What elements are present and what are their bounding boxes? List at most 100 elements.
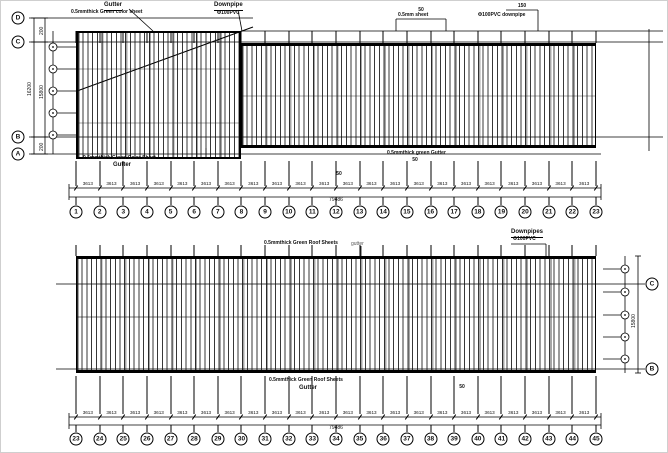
grid-tick — [548, 197, 550, 205]
grid-bubble: 38 — [424, 432, 438, 446]
grid-tick — [524, 376, 526, 414]
grid-tick — [477, 376, 479, 414]
dim-tick — [144, 185, 150, 191]
grid-tick — [99, 197, 101, 205]
bay-dim-label: 3613 — [106, 181, 117, 186]
grid-bubble: 20 — [518, 205, 532, 219]
grid-tick — [500, 376, 502, 414]
grid-bubble: 39 — [447, 432, 461, 446]
grid-tick — [311, 197, 313, 205]
bay-dim-label: 3613 — [531, 181, 543, 186]
bay-dim-label: 3613 — [413, 181, 424, 186]
grid-tick — [548, 161, 550, 186]
dim-tick — [286, 414, 291, 420]
grid-tick — [335, 197, 337, 205]
grid-bubble: 24 — [93, 432, 107, 446]
row-bubble-B2: B — [645, 362, 659, 376]
dim-tick — [357, 414, 362, 420]
bay-dim-label: 3613 — [342, 410, 353, 415]
dim-tick — [215, 185, 220, 191]
grid-tick — [99, 245, 101, 256]
grid-tick — [453, 31, 455, 43]
grid-bubble: 30 — [234, 432, 248, 446]
grid-tick — [288, 197, 290, 205]
grid-tick — [453, 425, 455, 432]
bay-dim-label: 3613 — [508, 410, 519, 415]
grid-tick — [406, 376, 408, 414]
grid-bubble: 21 — [542, 205, 556, 219]
grid-tick — [382, 161, 384, 186]
grid-bubble: 11 — [305, 205, 319, 219]
grid-bubble: 26 — [140, 432, 154, 446]
bay-dim-label: 3613 — [555, 181, 566, 186]
grid-tick — [170, 376, 172, 414]
bottom-plan-bottom-gutter: Gutter — [299, 385, 317, 391]
grid-tick — [595, 245, 597, 256]
grid-tick — [288, 245, 290, 256]
grid-tick — [170, 161, 172, 186]
grid-bubble: 6 — [187, 205, 201, 219]
grid-tick — [477, 161, 479, 186]
bottom-plan-top-gutter: gutter — [351, 241, 364, 247]
grid-bubble: 9 — [258, 205, 272, 219]
bay-dim-label: 3613 — [389, 410, 401, 415]
roof-panel-top-left-block — [76, 31, 241, 159]
dim-tick — [475, 414, 480, 420]
grid-bubble: 2 — [93, 205, 107, 219]
bay-dim-label: 3613 — [460, 410, 472, 415]
grid-tick — [264, 161, 266, 186]
grid-tick — [453, 245, 455, 256]
grid-tick — [500, 425, 502, 432]
grid-tick — [311, 161, 313, 186]
grid-tick — [548, 376, 550, 414]
grid-tick — [311, 31, 313, 43]
grid-tick — [500, 197, 502, 205]
grid-tick — [548, 425, 550, 432]
dim-tick — [239, 185, 244, 191]
grid-tick — [359, 425, 361, 432]
grid-tick — [288, 376, 290, 414]
bottom-plan-top-sheet: 0.5mmthick Green Roof Sheets — [264, 240, 338, 246]
grid-tick — [75, 161, 77, 186]
gutter-callout: Gutter — [104, 2, 122, 11]
dim-tick — [428, 414, 433, 420]
grid-tick — [217, 245, 219, 256]
dim-tick — [310, 414, 315, 420]
dim-tick — [239, 414, 244, 420]
grid-tick — [75, 376, 77, 414]
grid-tick — [406, 161, 408, 186]
grid-tick — [453, 161, 455, 186]
grid-tick — [146, 161, 148, 186]
bay-dim-label: 3613 — [531, 410, 543, 415]
grid-bubble: 33 — [305, 432, 319, 446]
roof-panel-bottom — [76, 256, 596, 373]
grid-tick — [193, 161, 195, 186]
dim-tick — [381, 185, 386, 191]
bay-dim-label: 3613 — [579, 181, 590, 186]
dim-tick — [121, 414, 126, 420]
right-gutter-callout: 0.5mmthick green Gutter — [387, 150, 446, 156]
dim-tick — [144, 414, 150, 420]
grid-tick — [288, 161, 290, 186]
grid-bubble: 5 — [164, 205, 178, 219]
grid-tick — [382, 376, 384, 414]
bay-dim-label: 3613 — [200, 410, 212, 415]
grid-tick — [430, 161, 432, 186]
grid-bubble: 42 — [518, 432, 532, 446]
grid-bubble: 35 — [353, 432, 367, 446]
bay-dim-label: 3613 — [177, 410, 188, 415]
grid-bubble: 8 — [234, 205, 248, 219]
grid-tick — [264, 245, 266, 256]
grid-tick — [75, 425, 77, 432]
grid-tick — [595, 197, 597, 205]
grid-tick — [240, 161, 242, 186]
bay-dim-label: 3613 — [224, 410, 235, 415]
bay-dim-label: 3613 — [153, 181, 164, 186]
dim-tick — [546, 185, 551, 191]
grid-bubble: 37 — [400, 432, 414, 446]
grid-tick — [146, 197, 148, 205]
dim-tick — [593, 185, 599, 191]
downpipes-callout: Downpipes — [511, 229, 544, 238]
grid-bubble: 17 — [447, 205, 461, 219]
